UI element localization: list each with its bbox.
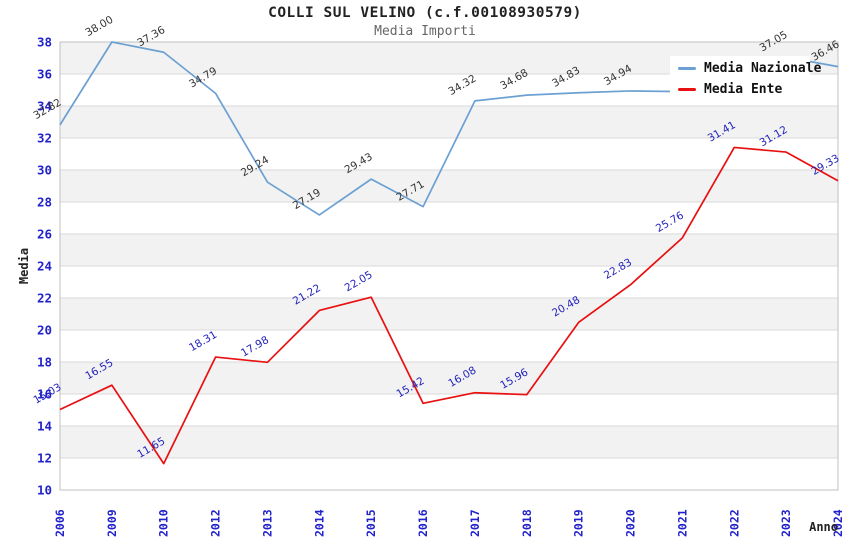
svg-text:2024: 2024 (831, 509, 845, 537)
svg-text:2010: 2010 (157, 509, 171, 537)
svg-text:2015: 2015 (364, 509, 378, 537)
svg-text:2018: 2018 (520, 509, 534, 537)
svg-text:2014: 2014 (312, 509, 326, 537)
svg-text:20: 20 (37, 323, 52, 338)
svg-text:22: 22 (37, 291, 52, 306)
y-axis-title: Media (17, 248, 31, 284)
svg-text:2020: 2020 (624, 509, 638, 537)
plot-border (59, 41, 839, 491)
svg-text:2012: 2012 (209, 509, 223, 537)
svg-text:2023: 2023 (779, 509, 793, 537)
svg-text:28: 28 (37, 195, 52, 210)
point-label: 38.00 (83, 14, 115, 39)
svg-text:12: 12 (37, 451, 52, 466)
svg-text:36: 36 (37, 67, 52, 82)
svg-text:24: 24 (37, 259, 52, 274)
y-axis-ticks: 10 12 14 16 18 20 22 24 26 28 30 32 34 36 38 (37, 35, 52, 498)
svg-text:26: 26 (37, 227, 52, 242)
legend-item-media-nazionale[interactable]: Media Nazionale (678, 61, 821, 76)
svg-text:2019: 2019 (572, 509, 586, 537)
legend-label: Media Ente (704, 82, 783, 97)
svg-text:38: 38 (37, 35, 52, 50)
svg-text:14: 14 (37, 419, 52, 434)
x-axis-title: Anno (809, 520, 838, 534)
svg-text:2017: 2017 (468, 509, 482, 537)
svg-text:30: 30 (37, 163, 52, 178)
series-line-media-ente (59, 146, 839, 465)
legend-swatch-blue-icon (678, 67, 696, 70)
svg-text:10: 10 (37, 483, 52, 498)
point-label: 15.03 (31, 381, 63, 406)
svg-text:2009: 2009 (105, 509, 119, 537)
svg-text:18: 18 (37, 355, 52, 370)
svg-text:2013: 2013 (260, 509, 274, 537)
legend-item-media-ente[interactable]: Media Ente (678, 82, 810, 97)
legend-swatch-red-icon (678, 88, 696, 91)
svg-text:2021: 2021 (675, 509, 689, 537)
svg-text:2006: 2006 (53, 509, 67, 537)
svg-text:16: 16 (37, 387, 52, 402)
legend: Media Nazionale Media Ente (670, 56, 821, 102)
legend-label: Media Nazionale (704, 61, 822, 76)
x-axis-ticks: 2006 2009 2010 2012 2013 2014 2015 2016 2017 2018… (53, 509, 845, 537)
svg-text:34: 34 (37, 99, 52, 114)
svg-text:2022: 2022 (727, 509, 741, 537)
svg-text:2016: 2016 (416, 509, 430, 537)
svg-text:32: 32 (37, 131, 52, 146)
